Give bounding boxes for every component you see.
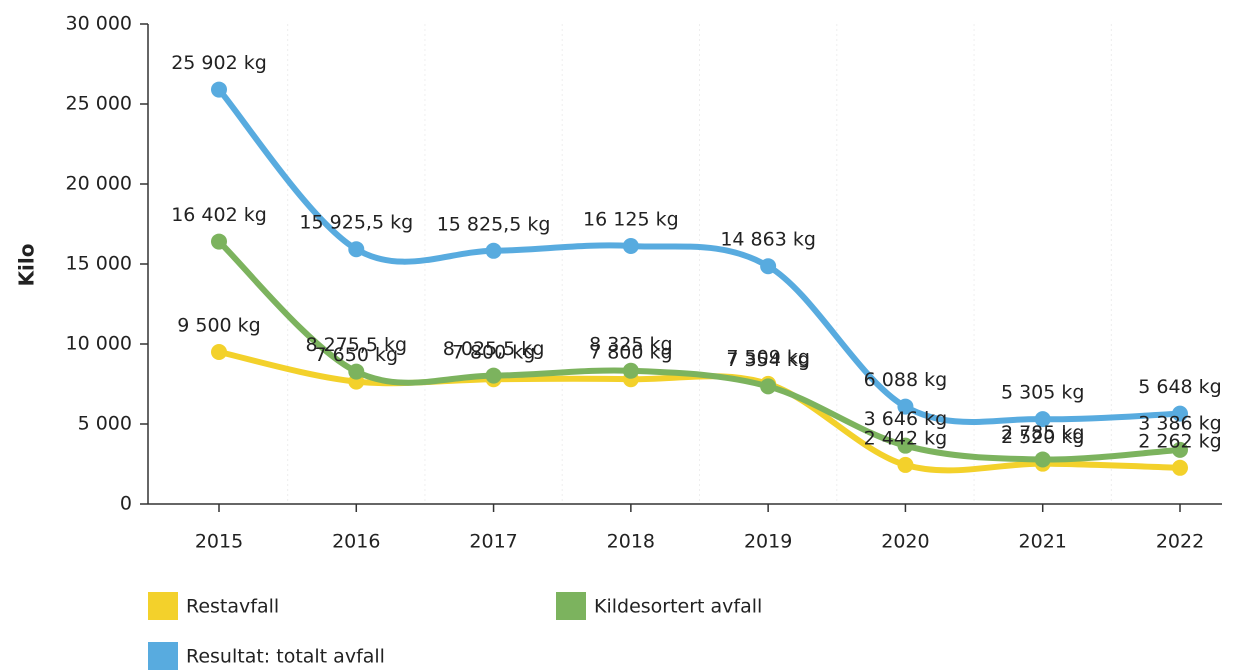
data-label: 7 650 kg bbox=[315, 344, 399, 366]
legend-swatch bbox=[148, 592, 178, 620]
data-point bbox=[1034, 411, 1051, 428]
x-tick-label: 2019 bbox=[744, 531, 792, 553]
legend-label: Resultat: totalt avfall bbox=[186, 646, 385, 668]
data-label: 6 088 kg bbox=[864, 369, 948, 391]
data-label: 15 825,5 kg bbox=[437, 213, 551, 235]
data-point bbox=[622, 362, 639, 379]
data-point bbox=[1172, 459, 1188, 476]
data-label: 16 125 kg bbox=[583, 209, 679, 231]
y-tick-label: 20 000 bbox=[66, 173, 132, 195]
y-axis-label: Kilo bbox=[15, 244, 39, 287]
y-tick-label: 10 000 bbox=[66, 333, 132, 355]
data-point bbox=[897, 456, 914, 473]
data-point bbox=[485, 367, 502, 384]
data-point bbox=[211, 233, 227, 250]
data-point bbox=[211, 81, 227, 98]
legend-label: Restavfall bbox=[186, 596, 279, 618]
data-point bbox=[348, 241, 365, 258]
data-point bbox=[1172, 405, 1188, 422]
data-label: 3 386 kg bbox=[1138, 412, 1222, 434]
data-point bbox=[897, 437, 914, 454]
data-label: 15 925,5 kg bbox=[299, 212, 413, 234]
x-tick-label: 2016 bbox=[332, 531, 380, 553]
y-tick-label: 25 000 bbox=[66, 93, 132, 115]
x-tick-label: 2015 bbox=[195, 531, 243, 553]
y-tick-label: 0 bbox=[120, 493, 132, 515]
data-point bbox=[211, 344, 227, 360]
data-label: 25 902 kg bbox=[171, 52, 267, 74]
data-label: 5 305 kg bbox=[1001, 382, 1085, 404]
data-point bbox=[622, 238, 639, 254]
y-tick-label: 30 000 bbox=[66, 13, 132, 35]
data-point bbox=[1034, 451, 1051, 468]
y-tick-label: 15 000 bbox=[66, 253, 132, 275]
x-tick-label: 2020 bbox=[881, 531, 929, 553]
data-label: 7 800 kg bbox=[452, 342, 536, 364]
data-label: 2 520 kg bbox=[1001, 426, 1085, 448]
x-tick-label: 2018 bbox=[607, 531, 655, 553]
data-label: 8 325 kg bbox=[589, 333, 673, 355]
data-label: 8 025,5 kg bbox=[443, 338, 545, 360]
data-point bbox=[760, 258, 777, 275]
data-point bbox=[485, 242, 502, 259]
x-tick-label: 2021 bbox=[1019, 531, 1067, 553]
y-tick-label: 5 000 bbox=[78, 413, 132, 435]
legend-swatch bbox=[556, 592, 586, 620]
data-label: 5 648 kg bbox=[1138, 376, 1222, 398]
x-tick-label: 2017 bbox=[469, 531, 517, 553]
data-point bbox=[348, 363, 365, 380]
data-label: 16 402 kg bbox=[171, 204, 267, 226]
data-label: 7 354 kg bbox=[726, 349, 810, 371]
data-label: 2 262 kg bbox=[1138, 430, 1222, 452]
data-point bbox=[897, 398, 914, 415]
data-label: 2 785 kg bbox=[1001, 422, 1085, 444]
legend-label: Kildesortert avfall bbox=[594, 596, 762, 618]
data-label: 14 863 kg bbox=[720, 229, 816, 251]
data-point bbox=[1172, 441, 1188, 458]
data-label: 8 275,5 kg bbox=[305, 334, 407, 356]
data-point bbox=[760, 378, 777, 395]
x-tick-label: 2022 bbox=[1156, 531, 1204, 553]
data-label: 3 646 kg bbox=[864, 408, 948, 430]
data-label: 7 800 kg bbox=[589, 342, 673, 364]
data-label: 7 509 kg bbox=[726, 346, 810, 368]
legend-swatch bbox=[148, 642, 178, 670]
data-label: 9 500 kg bbox=[177, 315, 261, 337]
data-label: 2 442 kg bbox=[864, 427, 948, 449]
